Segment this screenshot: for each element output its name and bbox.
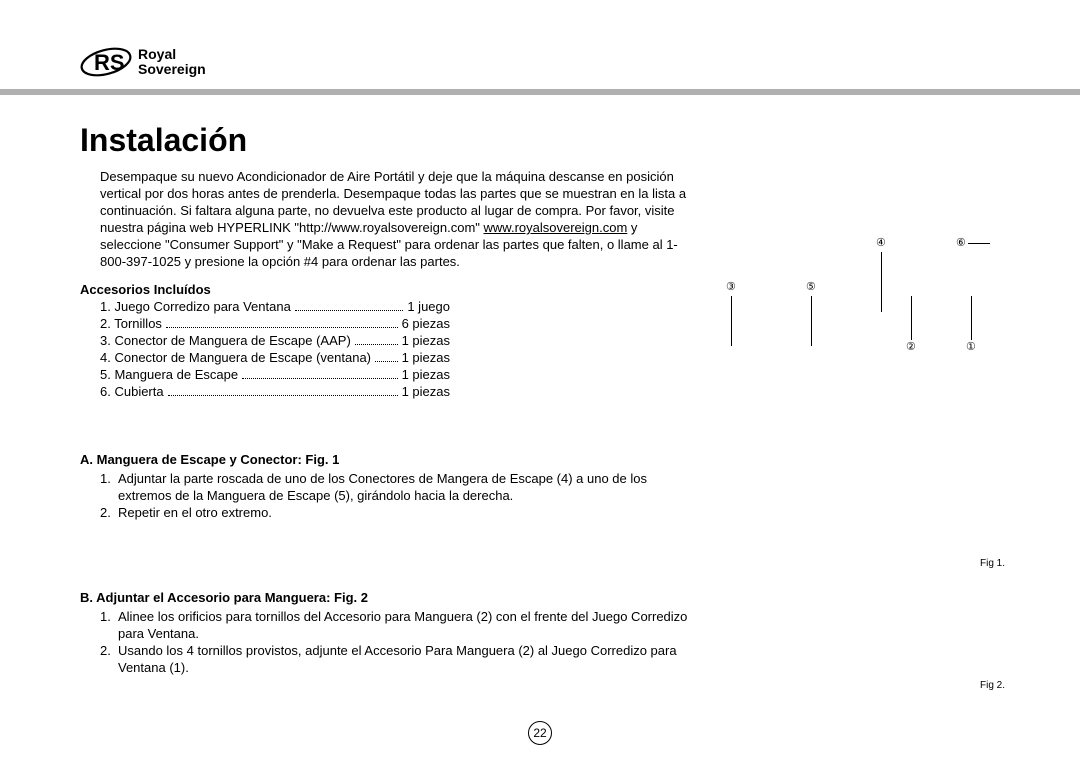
- item-number: 1.: [100, 608, 118, 642]
- figure-1-label: Fig 1.: [980, 558, 1005, 569]
- callout-5: ⑤: [806, 280, 816, 293]
- manual-page: RS Royal Sovereign Instalación Desempaqu…: [0, 0, 1080, 761]
- leader-line: [881, 252, 882, 312]
- accessory-row: 3. Conector de Manguera de Escape (AAP) …: [100, 332, 450, 349]
- acc-name: Cubierta: [114, 384, 163, 399]
- page-title: Instalación: [80, 122, 247, 159]
- svg-text:RS: RS: [94, 50, 125, 75]
- acc-name: Conector de Manguera de Escape (AAP): [114, 333, 350, 348]
- acc-num: 6.: [100, 384, 111, 399]
- accessories-heading: Accesorios Incluídos: [80, 282, 211, 297]
- list-item: 1.Adjuntar la parte roscada de uno de lo…: [100, 470, 700, 504]
- acc-num: 5.: [100, 367, 111, 382]
- list-item: 1.Alinee los orificios para tornillos de…: [100, 608, 700, 642]
- callout-2: ②: [906, 340, 916, 353]
- dot-leader: [166, 327, 398, 328]
- callout-6: ⑥: [956, 236, 966, 249]
- dot-leader: [168, 395, 398, 396]
- acc-name: Tornillos: [114, 316, 162, 331]
- page-number: 22: [528, 721, 552, 745]
- item-text: Adjuntar la parte roscada de uno de los …: [118, 470, 700, 504]
- dot-leader: [242, 378, 398, 379]
- section-b-heading: B. Adjuntar el Accesorio para Manguera: …: [80, 590, 368, 605]
- dot-leader: [355, 344, 398, 345]
- acc-name: Conector de Manguera de Escape (ventana): [114, 350, 371, 365]
- accessory-row: 4. Conector de Manguera de Escape (venta…: [100, 349, 450, 366]
- item-number: 2.: [100, 642, 118, 676]
- acc-qty: 1 juego: [407, 298, 450, 315]
- acc-qty: 1 piezas: [402, 366, 450, 383]
- accessory-row: 5. Manguera de Escape 1 piezas: [100, 366, 450, 383]
- item-number: 2.: [100, 504, 118, 521]
- support-link[interactable]: www.royalsovereign.com: [484, 220, 628, 235]
- acc-num: 3.: [100, 333, 111, 348]
- leader-line: [968, 243, 990, 244]
- section-b-list: 1.Alinee los orificios para tornillos de…: [100, 608, 700, 676]
- accessory-row: 2. Tornillos 6 piezas: [100, 315, 450, 332]
- acc-qty: 6 piezas: [402, 315, 450, 332]
- dot-leader: [295, 310, 404, 311]
- leader-line: [811, 296, 812, 346]
- leader-line: [731, 296, 732, 346]
- brand-text-bottom: Sovereign: [138, 61, 206, 77]
- item-text: Alinee los orificios para tornillos del …: [118, 608, 700, 642]
- brand-text-top: Royal: [138, 46, 176, 62]
- item-number: 1.: [100, 470, 118, 504]
- acc-num: 1.: [100, 299, 111, 314]
- acc-num: 2.: [100, 316, 111, 331]
- acc-name: Juego Corredizo para Ventana: [114, 299, 290, 314]
- leader-line: [911, 296, 912, 340]
- callout-4: ④: [876, 236, 886, 249]
- accessories-list: 1. Juego Corredizo para Ventana 1 juego …: [100, 298, 450, 400]
- intro-paragraph: Desempaque su nuevo Acondicionador de Ai…: [100, 168, 700, 270]
- list-item: 2.Usando los 4 tornillos provistos, adju…: [100, 642, 700, 676]
- acc-qty: 1 piezas: [402, 383, 450, 400]
- item-text: Usando los 4 tornillos provistos, adjunt…: [118, 642, 700, 676]
- acc-qty: 1 piezas: [402, 332, 450, 349]
- accessory-row: 6. Cubierta 1 piezas: [100, 383, 450, 400]
- leader-line: [971, 296, 972, 340]
- brand-logo: RS Royal Sovereign: [80, 38, 230, 91]
- section-a-heading: A. Manguera de Escape y Conector: Fig. 1: [80, 452, 339, 467]
- callout-3: ③: [726, 280, 736, 293]
- acc-name: Manguera de Escape: [114, 367, 238, 382]
- section-a-list: 1.Adjuntar la parte roscada de uno de lo…: [100, 470, 700, 521]
- page-header: RS Royal Sovereign: [0, 0, 1080, 95]
- list-item: 2.Repetir en el otro extremo.: [100, 504, 700, 521]
- accessory-row: 1. Juego Corredizo para Ventana 1 juego: [100, 298, 450, 315]
- callout-1: ①: [966, 340, 976, 353]
- acc-qty: 1 piezas: [402, 349, 450, 366]
- figure-2-label: Fig 2.: [980, 680, 1005, 691]
- dot-leader: [375, 361, 398, 362]
- item-text: Repetir en el otro extremo.: [118, 504, 700, 521]
- acc-num: 4.: [100, 350, 111, 365]
